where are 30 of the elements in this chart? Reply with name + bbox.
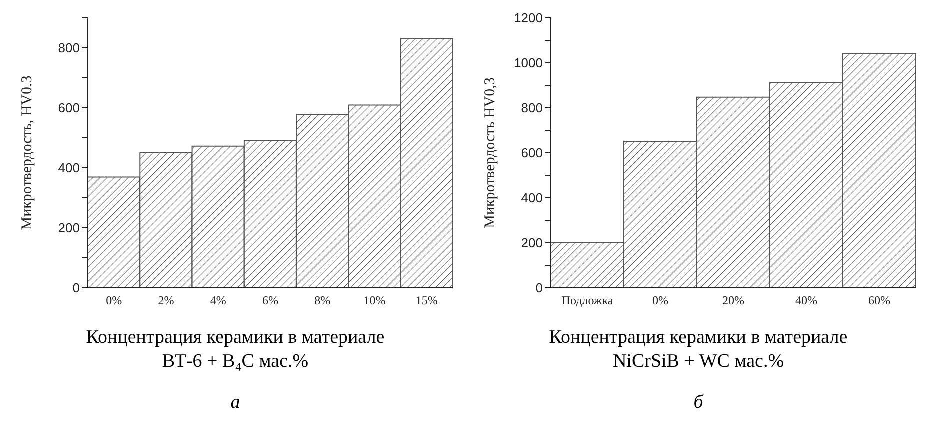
- text: б: [694, 392, 704, 414]
- x-tick-label: 0%: [106, 294, 122, 308]
- x-axis-title: Концентрация керамики в материале NiCrSiB + WC мас.%: [548, 326, 849, 374]
- y-axis-title: Микротвердость HV0,3: [482, 78, 498, 228]
- x-tick-label: 40%: [796, 294, 818, 308]
- x-tick-label: 0%: [652, 294, 668, 308]
- x-tick-label: 15%: [416, 294, 438, 308]
- x-axis-title: Концентрация керамики в материале ВТ-6 + B₄C мас.%: [85, 326, 386, 374]
- x-tick-label: 8%: [314, 294, 331, 308]
- y-tick-label: 600: [521, 146, 543, 161]
- y-tick-label: 0: [72, 280, 80, 296]
- x-tick-label: 4%: [210, 294, 226, 308]
- y-tick-label: 600: [58, 100, 80, 116]
- y-tick-label: 200: [58, 220, 80, 236]
- x-tick-label: 6%: [262, 294, 278, 308]
- text: а: [230, 392, 240, 414]
- y-axis-title: Микротвердость, HV0.3: [19, 76, 36, 230]
- x-tick-label: 2%: [158, 294, 174, 308]
- y-tick-label: 0: [536, 280, 543, 296]
- x-tick-label: Подложка: [562, 294, 614, 308]
- y-tick-label: 400: [58, 160, 80, 176]
- x-tick-label: 20%: [722, 294, 744, 308]
- y-tick-label: 1200: [514, 10, 543, 26]
- y-tick-label: 1000: [514, 56, 543, 71]
- y-tick-label: 800: [521, 100, 543, 116]
- x-tick-label: 10%: [364, 294, 386, 308]
- y-tick-label: 400: [521, 190, 543, 206]
- y-tick-label: 800: [58, 40, 80, 56]
- y-tick-label: 200: [521, 236, 543, 251]
- x-tick-label: 60%: [868, 294, 890, 308]
